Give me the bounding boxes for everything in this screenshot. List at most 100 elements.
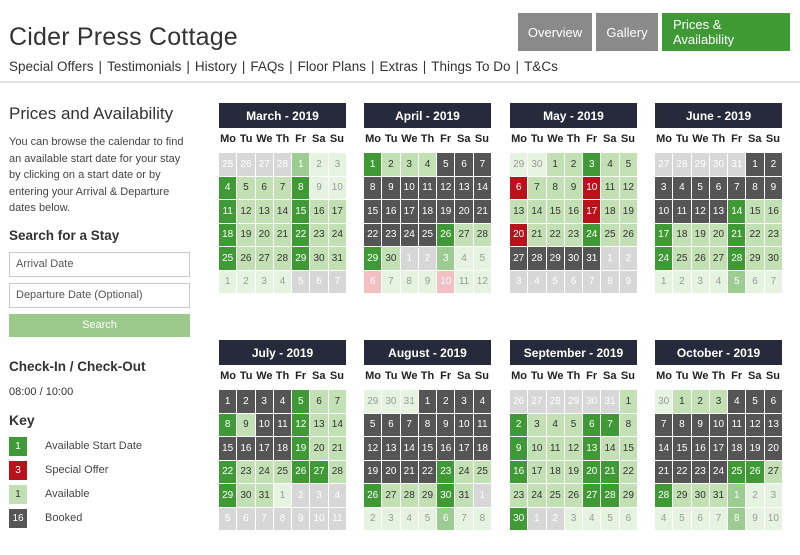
- calendar-day[interactable]: 17: [328, 200, 346, 223]
- calendar-day[interactable]: 4: [273, 270, 292, 293]
- calendar-day[interactable]: 26: [564, 484, 583, 507]
- calendar-day[interactable]: 4: [418, 153, 437, 176]
- calendar-day[interactable]: 5: [691, 176, 709, 199]
- calendar-day[interactable]: 9: [437, 413, 455, 436]
- calendar-day[interactable]: 10: [764, 507, 782, 530]
- calendar-day[interactable]: 15: [546, 200, 564, 223]
- calendar-day[interactable]: 9: [691, 413, 709, 436]
- calendar-day[interactable]: 24: [655, 247, 673, 270]
- calendar-day[interactable]: 10: [255, 413, 273, 436]
- calendar-day[interactable]: 18: [273, 437, 292, 460]
- calendar-day[interactable]: 20: [255, 223, 273, 246]
- calendar-day[interactable]: 27: [382, 484, 400, 507]
- calendar-day[interactable]: 13: [382, 437, 400, 460]
- calendar-day[interactable]: 13: [310, 413, 328, 436]
- calendar-day[interactable]: 8: [273, 507, 292, 530]
- calendar-day[interactable]: 12: [619, 176, 637, 199]
- calendar-day[interactable]: 7: [528, 176, 546, 199]
- calendar-day[interactable]: 29: [546, 247, 564, 270]
- calendar-day[interactable]: 14: [728, 200, 746, 223]
- calendar-day[interactable]: 10: [583, 176, 601, 199]
- calendar-day[interactable]: 1: [528, 507, 546, 530]
- calendar-day[interactable]: 23: [764, 223, 782, 246]
- calendar-day[interactable]: 10: [400, 176, 418, 199]
- calendar-day[interactable]: 9: [310, 176, 328, 199]
- calendar-day[interactable]: 1: [655, 270, 673, 293]
- calendar-day[interactable]: 1: [219, 270, 237, 293]
- calendar-day[interactable]: 14: [655, 437, 673, 460]
- calendar-day[interactable]: 4: [673, 176, 691, 199]
- calendar-day[interactable]: 11: [328, 507, 346, 530]
- calendar-day[interactable]: 3: [455, 390, 473, 413]
- calendar-day[interactable]: 5: [619, 153, 637, 176]
- calendar-day[interactable]: 20: [510, 223, 528, 246]
- calendar-day[interactable]: 10: [709, 413, 728, 436]
- calendar-day[interactable]: 8: [292, 176, 310, 199]
- calendar-day[interactable]: 5: [673, 507, 691, 530]
- calendar-day[interactable]: 19: [437, 200, 455, 223]
- calendar-day[interactable]: 10: [528, 437, 546, 460]
- calendar-day[interactable]: 25: [728, 460, 746, 483]
- calendar-day[interactable]: 11: [418, 176, 437, 199]
- calendar-day[interactable]: 28: [655, 484, 673, 507]
- calendar-day[interactable]: 7: [764, 270, 782, 293]
- calendar-day[interactable]: 18: [601, 200, 619, 223]
- calendar-day[interactable]: 15: [418, 437, 437, 460]
- calendar-day[interactable]: 3: [255, 270, 273, 293]
- calendar-day[interactable]: 2: [564, 153, 583, 176]
- calendar-day[interactable]: 14: [473, 176, 491, 199]
- calendar-day[interactable]: 14: [601, 437, 619, 460]
- calendar-day[interactable]: 7: [455, 507, 473, 530]
- calendar-day[interactable]: 1: [546, 153, 564, 176]
- calendar-day[interactable]: 14: [400, 437, 418, 460]
- calendar-day[interactable]: 16: [764, 200, 782, 223]
- calendar-day[interactable]: 5: [601, 507, 619, 530]
- calendar-day[interactable]: 7: [328, 270, 346, 293]
- calendar-day[interactable]: 11: [601, 176, 619, 199]
- calendar-day[interactable]: 3: [382, 507, 400, 530]
- calendar-day[interactable]: 5: [292, 390, 310, 413]
- calendar-day[interactable]: 3: [583, 153, 601, 176]
- calendar-day[interactable]: 25: [418, 223, 437, 246]
- calendar-day[interactable]: 31: [328, 247, 346, 270]
- calendar-day[interactable]: 29: [564, 390, 583, 413]
- calendar-day[interactable]: 6: [310, 390, 328, 413]
- calendar-day[interactable]: 1: [400, 247, 418, 270]
- calendar-day[interactable]: 7: [273, 176, 292, 199]
- calendar-day[interactable]: 9: [292, 507, 310, 530]
- calendar-day[interactable]: 6: [382, 413, 400, 436]
- calendar-day[interactable]: 8: [219, 413, 237, 436]
- calendar-day[interactable]: 5: [746, 390, 764, 413]
- site-title[interactable]: Cider Press Cottage: [9, 23, 238, 51]
- calendar-day[interactable]: 27: [310, 460, 328, 483]
- calendar-day[interactable]: 13: [255, 200, 273, 223]
- calendar-day[interactable]: 15: [219, 437, 237, 460]
- calendar-day[interactable]: 5: [364, 413, 382, 436]
- calendar-day[interactable]: 6: [255, 176, 273, 199]
- calendar-day[interactable]: 1: [292, 153, 310, 176]
- calendar-day[interactable]: 21: [473, 200, 491, 223]
- calendar-day[interactable]: 11: [473, 413, 491, 436]
- calendar-day[interactable]: 28: [400, 484, 418, 507]
- calendar-day[interactable]: 23: [437, 460, 455, 483]
- calendar-day[interactable]: 26: [364, 484, 382, 507]
- calendar-day[interactable]: 6: [709, 176, 728, 199]
- calendar-day[interactable]: 11: [728, 413, 746, 436]
- calendar-day[interactable]: 12: [437, 176, 455, 199]
- calendar-day[interactable]: 7: [328, 390, 346, 413]
- calendar-day[interactable]: 21: [655, 460, 673, 483]
- calendar-day[interactable]: 8: [728, 507, 746, 530]
- calendar-day[interactable]: 9: [746, 507, 764, 530]
- calendar-day[interactable]: 5: [418, 507, 437, 530]
- calendar-day[interactable]: 21: [528, 223, 546, 246]
- calendar-day[interactable]: 30: [528, 153, 546, 176]
- calendar-day[interactable]: 4: [328, 484, 346, 507]
- calendar-day[interactable]: 9: [564, 176, 583, 199]
- calendar-day[interactable]: 29: [510, 153, 528, 176]
- calendar-day[interactable]: 8: [601, 270, 619, 293]
- calendar-day[interactable]: 30: [564, 247, 583, 270]
- calendar-day[interactable]: 8: [400, 270, 418, 293]
- calendar-day[interactable]: 30: [382, 247, 400, 270]
- calendar-day[interactable]: 4: [728, 390, 746, 413]
- calendar-day[interactable]: 17: [455, 437, 473, 460]
